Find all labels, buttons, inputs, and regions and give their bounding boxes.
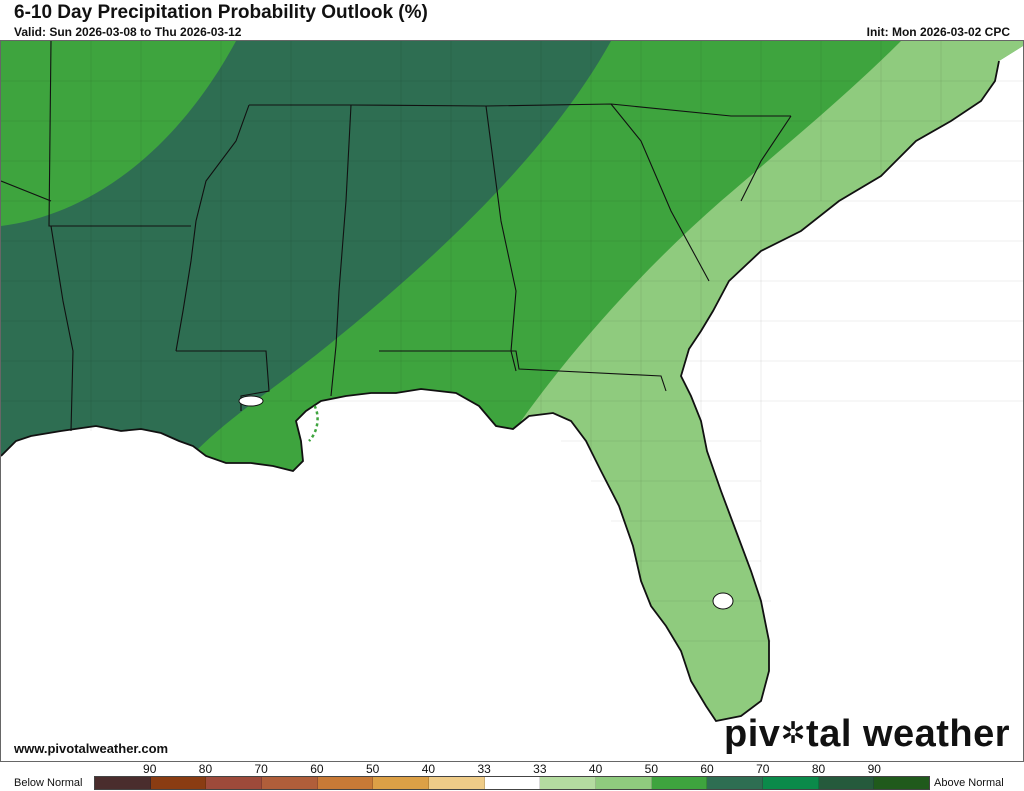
legend-swatch: [763, 777, 819, 789]
legend-swatch: [651, 777, 708, 789]
map-canvas: [1, 41, 1023, 723]
legend-tick-label: 80: [198, 762, 213, 776]
legend-tick-label: 33: [533, 762, 547, 776]
legend-swatch: [818, 777, 875, 789]
legend-swatch: [429, 777, 485, 789]
legend-tick-label: 50: [644, 762, 658, 776]
legend-swatch: [317, 777, 374, 789]
legend-swatch: [540, 777, 597, 789]
legend: 90 80 70 60 50 40 33 33 40 50 60 70 80 90 Below Norma…: [0, 761, 1024, 791]
init-time: Init: Mon 2026-03-02 CPC: [866, 25, 1010, 39]
legend-below-label: Below Normal: [14, 777, 83, 789]
map-panel: [0, 40, 1024, 762]
brand-right: tal weather: [806, 713, 1011, 755]
site-url[interactable]: www.pivotalweather.com: [14, 741, 169, 756]
legend-swatch: [206, 777, 263, 789]
legend-tick-label: 40: [421, 762, 436, 776]
legend-tick-label: 70: [756, 762, 770, 776]
legend-tick-label: 90: [143, 762, 157, 776]
coastline: [1, 60, 1000, 723]
shade-above-70: [1, 41, 611, 471]
legend-tick-label: 40: [588, 762, 603, 776]
legend-tick-label: 33: [477, 762, 491, 776]
legend-swatch: [150, 777, 207, 789]
map-title: 6-10 Day Precipitation Probability Outlo…: [14, 2, 428, 23]
legend-tick-label: 90: [867, 762, 881, 776]
legend-tick-label: 50: [365, 762, 380, 776]
legend-above-label: Above Normal: [934, 777, 1004, 789]
inland-water: [238, 395, 734, 610]
legend-swatch: [95, 777, 151, 789]
legend-tick-label: 70: [254, 762, 268, 776]
valid-period: Valid: Sun 2026-03-08 to Thu 2026-03-12: [14, 25, 242, 39]
legend-tick-label: 60: [700, 762, 714, 776]
pivotal-weather-logo: piv✲tal weather: [724, 713, 1010, 756]
brand-left: piv: [724, 713, 781, 755]
legend-swatch: [373, 777, 430, 789]
legend-colorbar: [94, 776, 930, 790]
shade-above-60-west: [1, 41, 33, 179]
legend-swatch: [874, 777, 930, 789]
gulf-islands: [287, 400, 319, 458]
legend-swatch: [707, 777, 764, 789]
legend-ticks: 90 80 70 60 50 40 33 33 40 50 60 70 80 90: [0, 762, 1024, 776]
legend-swatch: [262, 777, 318, 789]
county-texture: [1, 41, 1023, 642]
legend-tick-label: 80: [811, 762, 826, 776]
legend-swatch: [596, 777, 652, 789]
gear-icon: ✲: [780, 717, 807, 750]
legend-swatch: [484, 777, 541, 789]
legend-tick-label: 60: [310, 762, 324, 776]
